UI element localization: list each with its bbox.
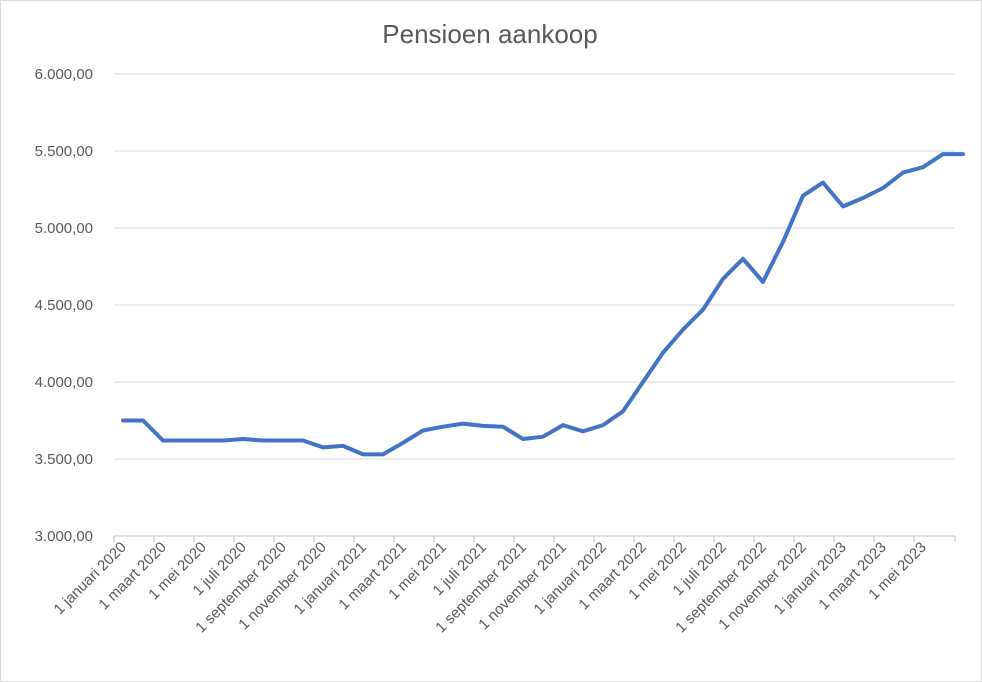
series-layer	[121, 152, 965, 457]
y-tick-label: 4.000,00	[35, 374, 93, 391]
y-tick-label: 5.500,00	[35, 143, 93, 160]
gridlines	[114, 73, 955, 537]
y-tick-label: 4.500,00	[35, 297, 93, 314]
y-axis-tick-labels: 3.000,00 3.500,00 4.000,00 4.500,00 5.000,00…	[35, 66, 93, 545]
y-tick-label: 3.000,00	[35, 528, 93, 545]
y-tick-label: 5.000,00	[35, 220, 93, 237]
series-line	[121, 152, 965, 457]
chart-title: Pensioen aankoop	[382, 19, 597, 49]
y-tick-label: 3.500,00	[35, 451, 93, 468]
y-tick-label: 6.000,00	[35, 66, 93, 83]
